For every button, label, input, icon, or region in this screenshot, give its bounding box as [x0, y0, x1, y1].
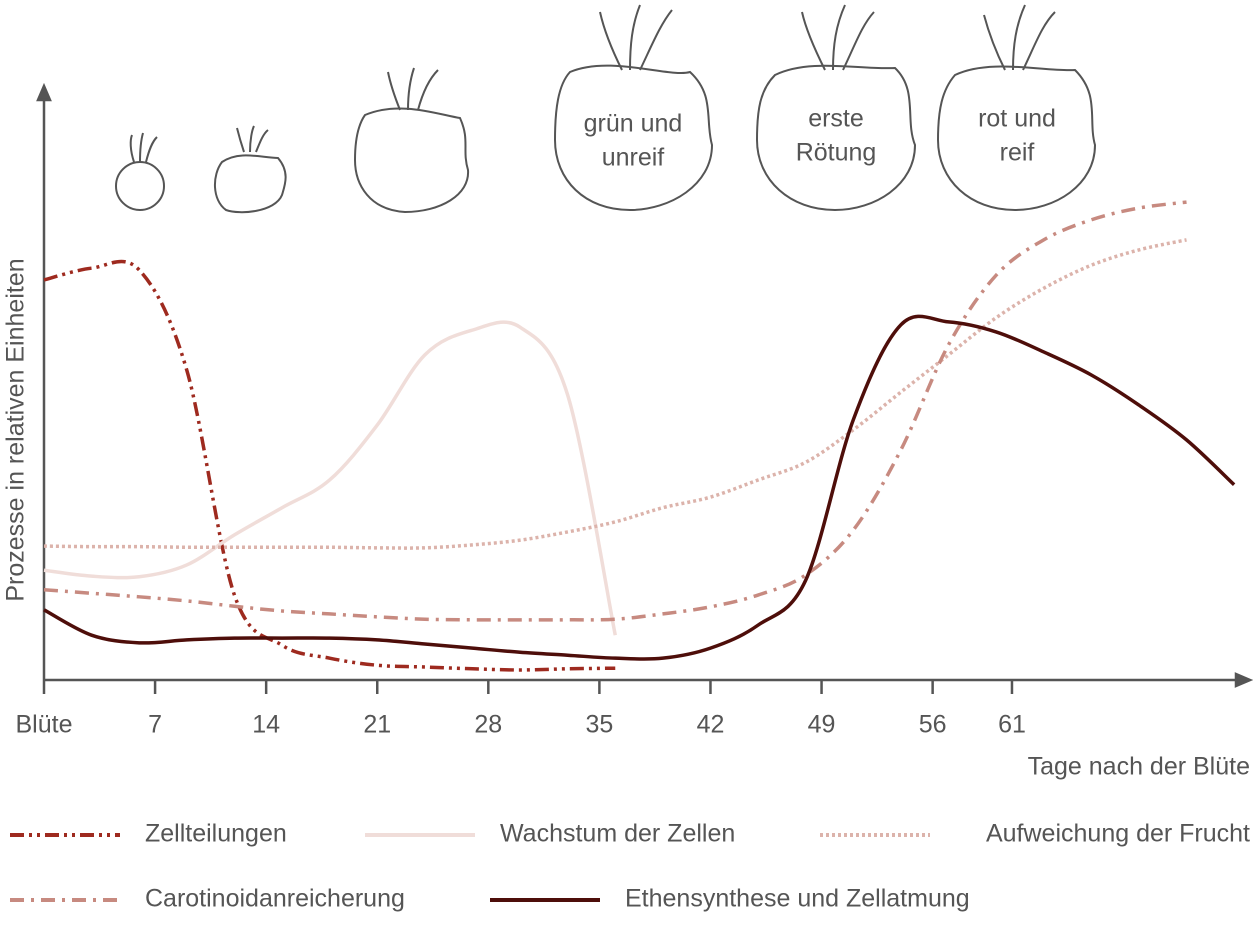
- x-axis-label: Tage nach der Blüte: [1028, 753, 1250, 781]
- fruit-label: grün und: [584, 110, 683, 138]
- x-tick-label: 14: [252, 711, 280, 739]
- x-tick-label: 35: [585, 711, 613, 739]
- y-axis-label: Prozesse in relativen Einheiten: [2, 258, 30, 601]
- x-tick-label: Blüte: [16, 711, 73, 739]
- fruit-icons: [115, 4, 1097, 214]
- series-line: [43, 200, 1187, 622]
- legend-label: Zellteilungen: [145, 820, 287, 848]
- x-tick-label: 42: [697, 711, 725, 739]
- x-tick-label: 7: [148, 711, 162, 739]
- x-tick-label: 21: [363, 711, 391, 739]
- x-tick-label: 56: [919, 711, 947, 739]
- fruit-label: reif: [1000, 139, 1035, 167]
- legend-label: Ethensynthese und Zellatmung: [625, 885, 970, 913]
- legend-label: Aufweichung der Frucht: [986, 820, 1250, 848]
- series-line: [43, 238, 1187, 550]
- x-tick-label: 61: [998, 711, 1026, 739]
- fruit-label: erste: [808, 105, 864, 133]
- axes: [36, 82, 1253, 688]
- fruit-label: rot und: [978, 105, 1056, 133]
- x-tick-label: 49: [808, 711, 836, 739]
- x-tick-label: 28: [474, 711, 502, 739]
- series-line: [43, 314, 1236, 661]
- series-line: [43, 320, 617, 636]
- legend-label: Carotinoidanreicherung: [145, 885, 405, 913]
- legend-label: Wachstum der Zellen: [500, 820, 735, 848]
- fruit-label: unreif: [602, 144, 665, 172]
- series-line: [43, 259, 616, 672]
- fruit-label: Rötung: [796, 139, 877, 167]
